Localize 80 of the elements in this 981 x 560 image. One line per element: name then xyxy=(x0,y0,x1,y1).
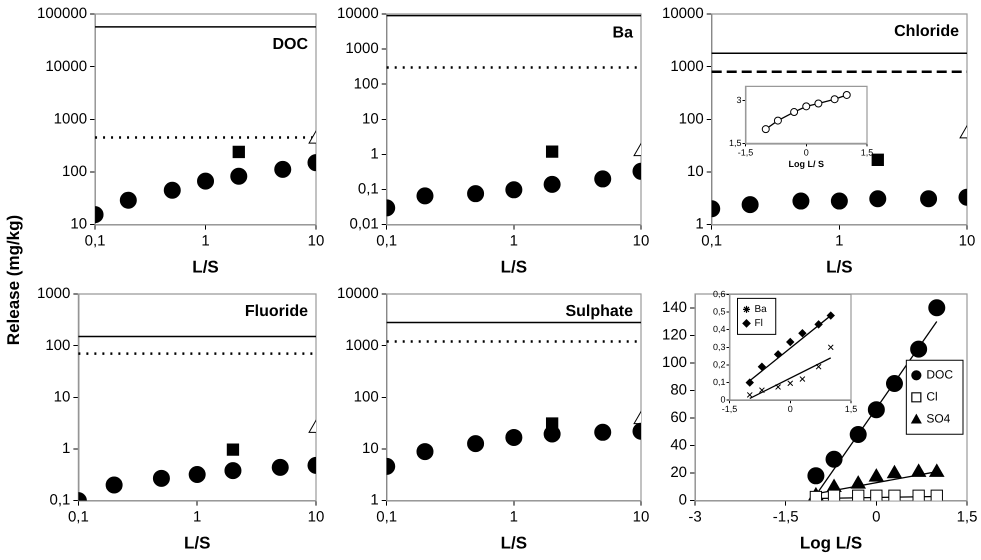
y-tick-label: 10000 xyxy=(45,58,88,75)
text: Fluoride xyxy=(244,303,308,320)
y-tick-label: 10 xyxy=(687,163,704,180)
x-tick-label: 1 xyxy=(193,508,202,526)
y-tick-label: 100 xyxy=(354,75,379,92)
y-tick-label: 0,1 xyxy=(50,492,70,509)
x-tick-label: 10 xyxy=(632,232,650,250)
y-tick-label: 3 xyxy=(736,95,742,106)
x-tick-label: 10 xyxy=(632,508,650,526)
x-axis-title: L/S xyxy=(826,257,853,276)
y-tick-label: 60 xyxy=(670,409,688,426)
text: Sulphate xyxy=(565,303,634,320)
y-tick-label: 10000 xyxy=(336,5,379,22)
legend-label: DOC xyxy=(926,368,954,382)
x-axis-title: L/S xyxy=(500,533,528,552)
x-axis-title: Log L/S xyxy=(800,533,862,552)
y-tick-label: 0,6 xyxy=(712,288,726,299)
y-tick-label: 1000 xyxy=(36,285,70,302)
x-axis-title: L/S xyxy=(184,533,210,552)
y-tick-label: 100 xyxy=(662,354,688,372)
y-axis-title: Release (mg/kg) xyxy=(4,214,24,346)
x-axis-title: Log L/ S xyxy=(788,159,824,170)
y-tick-label: 100 xyxy=(354,388,379,406)
y-tick-label: 100000 xyxy=(36,5,88,22)
y-tick-label: 120 xyxy=(662,326,688,344)
x-tick-label: 1,5 xyxy=(956,508,978,526)
x-tick-label: 10 xyxy=(308,232,324,250)
x-tick-label: 0 xyxy=(804,147,809,158)
text: Chloride xyxy=(894,23,960,40)
x-tick-label: 1,5 xyxy=(844,404,858,414)
y-tick-label: 1 xyxy=(695,216,704,233)
x-tick-label: 1,5 xyxy=(860,147,874,158)
y-tick-label: 80 xyxy=(670,382,688,399)
y-tick-label: 0,1 xyxy=(712,377,726,388)
x-tick-label: -1,5 xyxy=(738,147,754,158)
x-tick-label: 0 xyxy=(872,508,881,526)
x-axis-title: L/S xyxy=(192,257,219,276)
y-tick-label: 1 xyxy=(62,440,70,458)
y-tick-label: 10 xyxy=(70,216,88,233)
y-tick-label: 10 xyxy=(362,110,379,128)
y-tick-label: 0,2 xyxy=(712,359,726,370)
y-tick-label: 100 xyxy=(45,336,70,354)
x-axis-title: L/S xyxy=(500,257,528,276)
y-tick-label: 0,3 xyxy=(712,342,726,352)
y-tick-label: 100 xyxy=(678,110,704,128)
y-tick-label: 0,1 xyxy=(358,180,379,198)
y-tick-label: 0,5 xyxy=(712,306,726,317)
text: DOC xyxy=(272,36,308,53)
y-tick-label: 1000 xyxy=(345,40,379,58)
x-tick-label: 1 xyxy=(510,232,518,250)
y-tick-label: 10000 xyxy=(336,285,379,302)
text: Ba xyxy=(612,24,634,42)
x-tick-label: -1,5 xyxy=(772,508,799,526)
y-tick-label: 10 xyxy=(362,440,379,458)
x-tick-label: 0 xyxy=(788,404,793,414)
y-tick-label: 140 xyxy=(662,298,688,316)
y-tick-label: 20 xyxy=(670,464,688,482)
legend-label: Cl xyxy=(926,390,938,404)
y-tick-label: 0,4 xyxy=(712,324,726,334)
legend-label: SO4 xyxy=(926,412,951,426)
y-tick-label: 1 xyxy=(370,492,379,509)
y-tick-label: 0 xyxy=(678,492,688,509)
x-tick-label: 10 xyxy=(308,508,324,526)
y-tick-label: 1000 xyxy=(345,336,379,354)
x-tick-label: 0,1 xyxy=(84,232,106,250)
legend-label: Ba xyxy=(754,304,768,316)
y-tick-label: 40 xyxy=(670,436,688,454)
x-tick-label: 10 xyxy=(958,232,976,250)
x-tick-label: 1 xyxy=(201,232,210,250)
x-tick-label: 1 xyxy=(835,232,844,250)
y-tick-label: 1000 xyxy=(54,110,88,128)
y-tick-label: 100 xyxy=(62,163,88,180)
y-tick-label: 0 xyxy=(720,394,726,405)
legend-label: Fl xyxy=(754,318,763,330)
y-tick-label: 0,01 xyxy=(350,216,379,233)
x-tick-label: -3 xyxy=(688,508,702,526)
y-tick-label: 10000 xyxy=(662,5,704,22)
x-tick-label: 1 xyxy=(510,508,518,526)
x-tick-label: -1,5 xyxy=(722,404,738,414)
y-tick-label: 1000 xyxy=(670,58,704,75)
